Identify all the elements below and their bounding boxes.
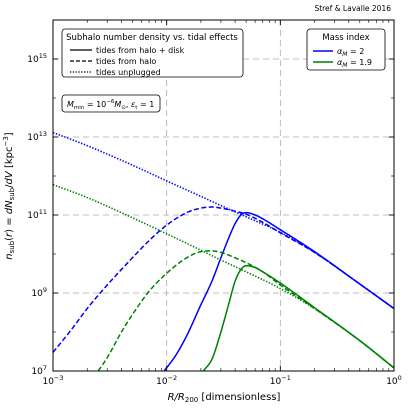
legend-tidal-entry-1: tides from halo bbox=[96, 57, 156, 66]
attribution-note: Stref & Lavalle 2016 bbox=[314, 4, 391, 13]
series-line-5 bbox=[202, 264, 394, 371]
legend-mass-entry-0: αM = 2 bbox=[337, 47, 364, 58]
x-axis-label: R/R200 [dimensionless] bbox=[168, 392, 281, 404]
series-line-1 bbox=[53, 206, 394, 353]
plot-frame bbox=[52, 19, 395, 372]
legend-mass-title: Mass index bbox=[322, 33, 369, 43]
legend-tidal-entry-0: tides from halo + disk bbox=[96, 46, 185, 55]
series-line-2 bbox=[163, 211, 394, 371]
x-tick-label-0: 10−3 bbox=[42, 374, 63, 387]
annotation-box: Mmin = 10−6M⊙, εt = 1 bbox=[61, 94, 161, 113]
series-line-3 bbox=[53, 183, 394, 369]
x-tick-label-3: 100 bbox=[386, 374, 402, 387]
y-axis-label: nsub(r) = dNsub/dV [kpc−3] bbox=[2, 132, 16, 260]
annotation-text: Mmin = 10−6M⊙, εt = 1 bbox=[67, 99, 154, 111]
series-layer bbox=[53, 131, 394, 371]
y-tick-label-2: 1011 bbox=[27, 208, 47, 221]
y-tick-label-3: 1013 bbox=[27, 130, 47, 143]
axis-ticks: 10−3 10−2 10−1 100 107 109 1011 1013 1015 bbox=[27, 19, 402, 387]
legend-tidal: Subhalo number density vs. tidal effects… bbox=[61, 28, 244, 78]
x-tick-label-2: 10−1 bbox=[270, 374, 291, 387]
legend-tidal-title: Subhalo number density vs. tidal effects bbox=[66, 33, 238, 43]
series-line-4 bbox=[97, 250, 394, 371]
x-tick-label-1: 10−2 bbox=[156, 374, 177, 387]
legend-tidal-entry-2: tides unplugged bbox=[96, 68, 161, 77]
series-line-0 bbox=[53, 131, 394, 310]
legend-mass: Mass index αM = 2 αM = 1.9 bbox=[306, 28, 386, 71]
legend-mass-entry-1: αM = 1.9 bbox=[337, 58, 372, 69]
y-tick-label-4: 1015 bbox=[27, 52, 47, 65]
y-tick-label-0: 107 bbox=[31, 364, 47, 377]
y-tick-label-1: 109 bbox=[31, 286, 47, 299]
